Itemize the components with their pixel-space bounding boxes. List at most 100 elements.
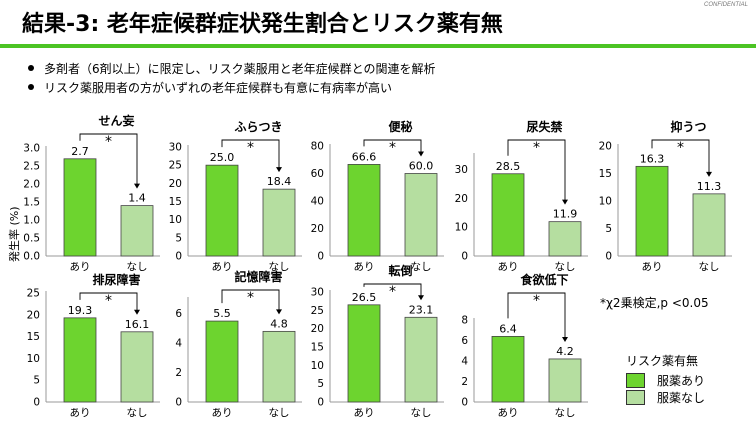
data-label: 4.8 bbox=[270, 317, 288, 330]
significance-bracket bbox=[79, 292, 138, 312]
significance-star: * bbox=[247, 290, 254, 306]
significance-star: * bbox=[677, 140, 684, 156]
bar-with-drug bbox=[491, 173, 525, 257]
legend-title: リスク薬有無 bbox=[626, 354, 699, 368]
y-tick-label: 2.0 bbox=[23, 179, 40, 191]
bar-without-drug bbox=[692, 193, 726, 257]
bullet-dot-icon bbox=[28, 65, 34, 71]
panel-title: 食欲低下 bbox=[519, 272, 568, 287]
y-tick-label: 0 bbox=[175, 397, 182, 409]
y-tick-label: 25 bbox=[311, 305, 324, 317]
bracket-arrow-icon bbox=[706, 171, 712, 177]
y-tick-label: 0 bbox=[33, 397, 40, 409]
significance-bracket bbox=[221, 139, 280, 170]
legend-swatch-with-drug bbox=[626, 373, 645, 388]
bar-with-drug bbox=[205, 164, 239, 257]
bullet-dot-icon bbox=[28, 84, 34, 90]
legend: リスク薬有無 服薬あり 服薬なし bbox=[626, 352, 705, 406]
y-tick-label: 60 bbox=[311, 168, 324, 180]
y-tick-label: 0 bbox=[317, 397, 324, 409]
x-tick-label: あり bbox=[642, 261, 663, 273]
data-label: 18.4 bbox=[267, 175, 292, 188]
y-tick-label: 10 bbox=[455, 222, 468, 234]
bar-without-drug bbox=[120, 205, 154, 257]
data-label: 28.5 bbox=[496, 160, 521, 173]
x-tick-label: あり bbox=[70, 407, 91, 419]
y-tick-label: 20 bbox=[455, 193, 468, 205]
panel-title: せん妄 bbox=[98, 113, 134, 128]
significance-bracket bbox=[363, 139, 422, 154]
y-tick-label: 10 bbox=[599, 196, 612, 208]
legend-item-without-drug: 服薬なし bbox=[626, 389, 705, 406]
significance-star: * bbox=[533, 293, 540, 309]
bar-with-drug bbox=[347, 164, 381, 257]
y-tick-label: 0.0 bbox=[23, 251, 40, 263]
panel-title: 転倒 bbox=[388, 263, 412, 278]
data-label: 16.1 bbox=[125, 318, 150, 331]
panel-title: ふらつき bbox=[234, 120, 282, 134]
data-label: 19.3 bbox=[68, 304, 93, 317]
data-label: 23.1 bbox=[409, 303, 434, 316]
x-tick-label: なし bbox=[411, 261, 432, 273]
y-tick-label: 20 bbox=[599, 141, 612, 153]
data-label: 26.5 bbox=[352, 291, 377, 304]
y-tick-label: 0.5 bbox=[23, 233, 40, 245]
y-tick-label: 5 bbox=[317, 378, 324, 390]
bracket-arrow-icon bbox=[276, 167, 282, 173]
data-label: 6.4 bbox=[499, 322, 517, 335]
data-label: 25.0 bbox=[210, 151, 235, 164]
y-tick-label: 5 bbox=[175, 232, 182, 244]
x-tick-label: あり bbox=[212, 407, 233, 419]
y-tick-label: 15 bbox=[169, 196, 182, 208]
panel-title: 尿失禁 bbox=[526, 119, 562, 134]
bar-without-drug bbox=[262, 330, 296, 403]
data-label: 16.3 bbox=[640, 152, 665, 165]
data-label: 4.2 bbox=[556, 345, 574, 358]
y-tick-label: 4 bbox=[175, 338, 182, 350]
y-tick-label: 20 bbox=[311, 323, 324, 335]
title-rule bbox=[0, 44, 756, 48]
x-tick-label: あり bbox=[212, 261, 233, 273]
panel-title: 抑うつ bbox=[670, 119, 706, 134]
y-tick-label: 8 bbox=[461, 315, 468, 327]
bar-with-drug bbox=[63, 317, 97, 403]
x-tick-label: なし bbox=[269, 407, 290, 419]
bracket-arrow-icon bbox=[134, 183, 140, 189]
bracket-arrow-icon bbox=[562, 336, 568, 342]
significance-star: * bbox=[105, 293, 112, 309]
y-tick-label: 6 bbox=[461, 335, 468, 347]
y-tick-label: 1.5 bbox=[23, 197, 40, 209]
significance-bracket bbox=[651, 139, 710, 174]
y-tick-label: 0 bbox=[605, 251, 612, 263]
significance-star: * bbox=[389, 284, 396, 300]
bar-with-drug bbox=[205, 320, 239, 403]
y-tick-label: 4 bbox=[461, 356, 468, 368]
data-label: 11.9 bbox=[553, 208, 578, 221]
bullet-item: リスク薬服用者の方がいずれの老年症候群も有意に有病率が高い bbox=[28, 79, 436, 98]
y-tick-label: 20 bbox=[311, 223, 324, 235]
y-tick-label: 0 bbox=[175, 251, 182, 263]
significance-star: * bbox=[247, 140, 254, 156]
y-tick-label: 3.0 bbox=[23, 143, 40, 155]
significance-star: * bbox=[389, 140, 396, 156]
significance-note: *χ2乗検定,p <0.05 bbox=[600, 296, 709, 310]
bar-without-drug bbox=[262, 188, 296, 257]
bar-without-drug bbox=[120, 331, 154, 403]
bar-without-drug bbox=[404, 316, 438, 403]
significance-star: * bbox=[533, 140, 540, 156]
bar-with-drug bbox=[491, 335, 525, 403]
bullet-list: 多剤者（6剤以上）に限定し、リスク薬服用と老年症候群との関連を解析 リスク薬服用… bbox=[28, 60, 436, 98]
bar-with-drug bbox=[635, 165, 669, 257]
data-label: 1.4 bbox=[128, 192, 146, 205]
bracket-arrow-icon bbox=[562, 199, 568, 205]
y-tick-label: 20 bbox=[169, 178, 182, 190]
bullet-item: 多剤者（6剤以上）に限定し、リスク薬服用と老年症候群との関連を解析 bbox=[28, 60, 436, 79]
panel-title: 排尿障害 bbox=[92, 272, 140, 287]
y-tick-label: 2 bbox=[175, 367, 182, 379]
y-tick-label: 5 bbox=[605, 223, 612, 235]
bar-without-drug bbox=[548, 358, 582, 403]
x-tick-label: なし bbox=[555, 261, 576, 273]
x-tick-label: なし bbox=[127, 407, 148, 419]
x-tick-label: あり bbox=[354, 261, 375, 273]
